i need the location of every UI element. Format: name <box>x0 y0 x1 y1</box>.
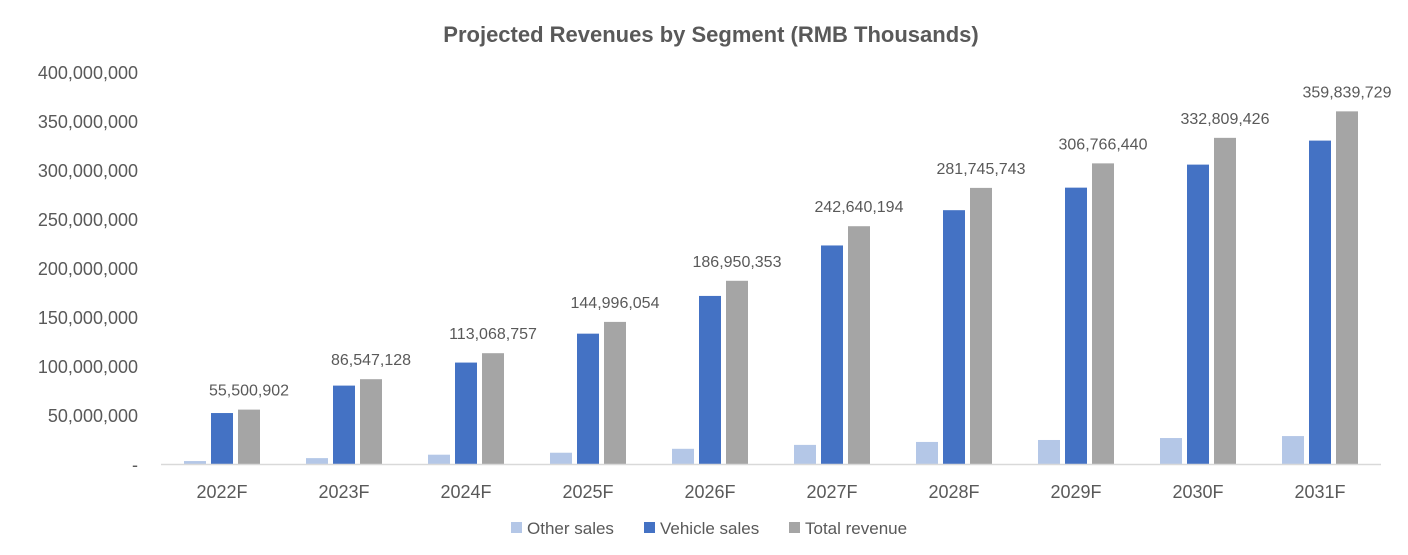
bar-vehicle-sales <box>333 385 355 464</box>
x-tick-label: 2025F <box>562 482 613 502</box>
y-tick-label: 50,000,000 <box>48 406 138 426</box>
bar-total-revenue <box>360 379 382 464</box>
data-label: 306,766,440 <box>1059 136 1148 153</box>
bar-total-revenue <box>238 409 260 464</box>
y-tick-label: 350,000,000 <box>38 112 138 132</box>
legend-swatch <box>789 522 800 533</box>
data-label: 86,547,128 <box>331 352 411 369</box>
x-tick-label: 2026F <box>684 482 735 502</box>
x-tick-label: 2027F <box>806 482 857 502</box>
legend-label: Vehicle sales <box>660 519 759 538</box>
bar-total-revenue <box>1214 137 1236 465</box>
y-tick-label: - <box>132 455 138 475</box>
bar-other-sales <box>306 458 328 464</box>
legend-label: Total revenue <box>805 519 907 538</box>
bar-vehicle-sales <box>821 245 843 464</box>
data-label: 281,745,743 <box>937 161 1026 178</box>
x-tick-label: 2031F <box>1294 482 1345 502</box>
bar-total-revenue <box>1092 163 1114 464</box>
x-tick-label: 2030F <box>1172 482 1223 502</box>
bar-vehicle-sales <box>1187 164 1209 465</box>
y-tick-label: 300,000,000 <box>38 161 138 181</box>
y-tick-label: 150,000,000 <box>38 308 138 328</box>
x-tick-label: 2022F <box>196 482 247 502</box>
bar-other-sales <box>1282 436 1304 464</box>
bar-other-sales <box>550 452 572 464</box>
x-tick-label: 2029F <box>1050 482 1101 502</box>
chart-title: Projected Revenues by Segment (RMB Thous… <box>443 22 978 47</box>
data-label: 242,640,194 <box>815 199 904 216</box>
y-tick-label: 200,000,000 <box>38 259 138 279</box>
legend-label: Other sales <box>527 519 614 538</box>
legend-swatch <box>511 522 522 533</box>
bar-vehicle-sales <box>211 413 233 464</box>
bar-total-revenue <box>970 187 992 465</box>
data-label: 144,996,054 <box>571 295 660 312</box>
x-tick-label: 2028F <box>928 482 979 502</box>
bar-total-revenue <box>482 353 504 464</box>
bar-total-revenue <box>848 226 870 464</box>
bar-other-sales <box>1038 439 1060 464</box>
bar-other-sales <box>428 454 450 464</box>
bar-total-revenue <box>726 280 748 464</box>
bar-other-sales <box>184 461 206 464</box>
data-label: 332,809,426 <box>1181 111 1270 128</box>
bar-vehicle-sales <box>577 333 599 464</box>
bar-vehicle-sales <box>455 362 477 464</box>
bar-other-sales <box>672 448 694 464</box>
data-label: 186,950,353 <box>693 254 782 271</box>
bar-other-sales <box>794 444 816 464</box>
y-tick-label: 100,000,000 <box>38 357 138 377</box>
bar-total-revenue <box>1336 111 1358 465</box>
bar-vehicle-sales <box>699 295 721 464</box>
bar-vehicle-sales <box>1065 187 1087 464</box>
bar-total-revenue <box>604 321 626 464</box>
data-label: 359,839,729 <box>1303 84 1392 101</box>
bar-vehicle-sales <box>1309 140 1331 464</box>
y-tick-label: 400,000,000 <box>38 63 138 83</box>
x-tick-label: 2024F <box>440 482 491 502</box>
y-tick-label: 250,000,000 <box>38 210 138 230</box>
data-label: 55,500,902 <box>209 383 289 400</box>
bar-other-sales <box>916 441 938 464</box>
data-label: 113,068,757 <box>449 326 537 343</box>
bar-vehicle-sales <box>943 210 965 464</box>
bar-other-sales <box>1160 438 1182 464</box>
legend-swatch <box>644 522 655 533</box>
x-tick-label: 2023F <box>318 482 369 502</box>
